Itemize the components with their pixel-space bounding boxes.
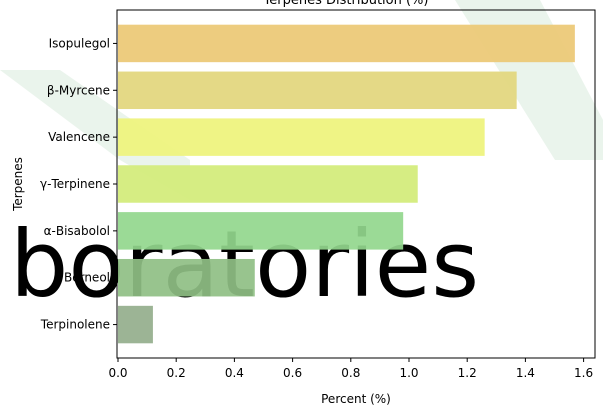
y-axis-label: Terpenes — [11, 157, 25, 212]
y-tick-label: Isopulegol — [49, 36, 110, 50]
x-tick-label: 1.2 — [458, 366, 477, 380]
y-tick-label: α-Bisabolol — [44, 224, 110, 238]
y-tick-label: Terpinolene — [40, 318, 110, 332]
bar — [118, 118, 485, 156]
x-tick-label: 1.6 — [574, 366, 593, 380]
y-tick-label: γ-Terpinene — [40, 177, 110, 191]
y-tick-label: β-Myrcene — [47, 83, 110, 97]
bar — [118, 165, 418, 203]
x-tick-label: 0.6 — [283, 366, 302, 380]
x-tick-label: 0.0 — [108, 366, 127, 380]
bar — [118, 71, 517, 110]
x-tick-label: 0.4 — [225, 366, 244, 380]
y-axis: Isopulegol β-Myrcene Valencene γ-Terpinene α… — [40, 36, 117, 332]
y-tick-label: Borneol — [64, 271, 110, 285]
x-tick-label: 0.8 — [341, 366, 360, 380]
x-tick-label: 1.4 — [516, 366, 535, 380]
bar — [118, 305, 153, 344]
x-tick-label: 0.2 — [167, 366, 186, 380]
bars — [118, 24, 575, 344]
x-axis-label: Percent (%) — [321, 392, 391, 406]
y-tick-label: Valencene — [48, 130, 110, 144]
x-axis: 0.0 0.2 0.4 0.6 0.8 1.0 1.2 1.4 1.6 — [108, 358, 593, 380]
x-tick-label: 1.0 — [399, 366, 418, 380]
chart-title: Terpenes Distribution (%) — [263, 0, 429, 8]
bar — [118, 212, 404, 250]
bar — [118, 24, 575, 63]
bar — [118, 258, 255, 297]
